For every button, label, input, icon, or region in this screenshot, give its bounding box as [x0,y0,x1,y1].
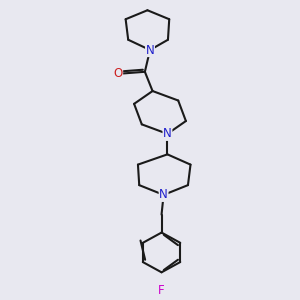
Text: N: N [163,127,172,140]
Text: N: N [146,44,154,56]
Text: F: F [158,284,165,297]
Text: O: O [113,67,123,80]
Text: N: N [159,188,168,201]
